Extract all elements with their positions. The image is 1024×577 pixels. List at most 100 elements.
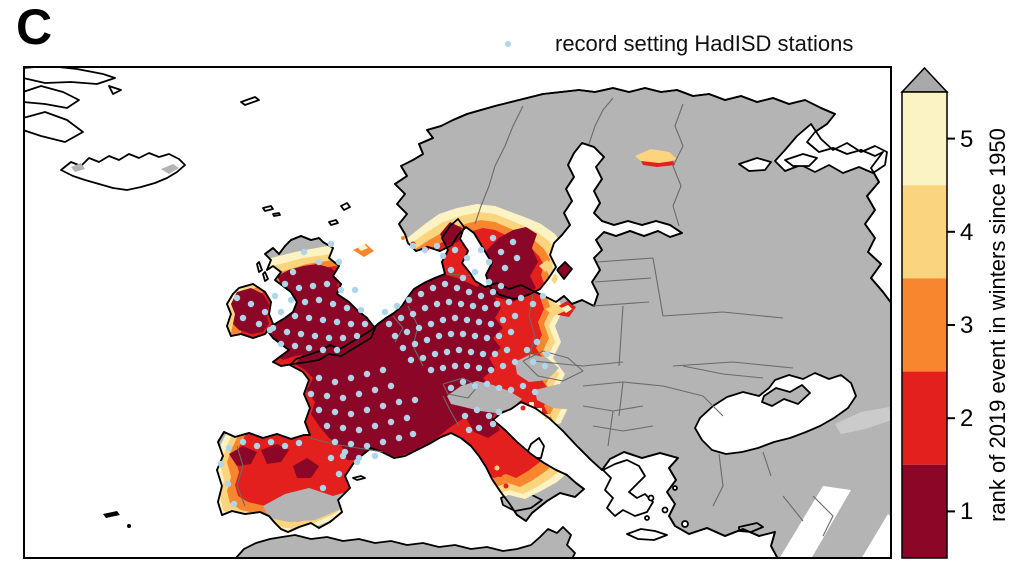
station-dot — [421, 304, 429, 312]
station-dot — [495, 332, 503, 340]
colorbar-tick-labels: 5 4 3 2 1 — [960, 126, 973, 525]
station-dot — [217, 460, 225, 468]
station-dot — [347, 320, 355, 328]
station-dot — [291, 342, 299, 350]
station-dot — [225, 444, 233, 452]
station-dot — [319, 316, 327, 324]
station-dot — [267, 438, 275, 446]
station-dot — [301, 298, 309, 306]
station-dot — [333, 318, 341, 326]
station-dot — [475, 424, 483, 432]
station-dot — [371, 386, 379, 394]
station-dot — [224, 480, 232, 488]
station-dot — [315, 406, 323, 414]
station-dot — [281, 280, 289, 288]
station-dot — [261, 308, 269, 316]
station-dot — [503, 346, 511, 354]
jan-mayen — [240, 96, 260, 106]
station-dot — [469, 302, 477, 310]
iceland-data-patch — [71, 163, 179, 174]
station-dot — [339, 334, 347, 342]
station-dot — [300, 248, 308, 256]
station-dot — [473, 406, 481, 414]
black-sea — [694, 372, 857, 455]
station-dot — [277, 308, 285, 316]
station-dot — [371, 452, 379, 460]
station-dot — [266, 326, 274, 334]
station-dot — [489, 234, 497, 242]
station-dot — [323, 422, 331, 430]
station-dot — [463, 362, 471, 370]
station-dot — [471, 268, 479, 276]
station-dot — [333, 346, 341, 354]
station-dot — [439, 364, 447, 372]
station-dot — [485, 258, 493, 266]
station-dot — [281, 442, 289, 450]
north-africa — [234, 526, 576, 559]
station-dot — [387, 418, 395, 426]
station-dot — [393, 302, 401, 310]
station-dot — [339, 394, 347, 402]
map-frame — [23, 66, 892, 559]
station-dot — [435, 332, 443, 340]
station-dot — [297, 330, 305, 338]
station-dot — [331, 378, 339, 386]
station-dot — [507, 386, 515, 394]
station-dot — [363, 406, 371, 414]
station-dot — [347, 374, 355, 382]
station-dot — [331, 438, 339, 446]
colorbar-seg-2 — [902, 371, 947, 465]
station-dot — [481, 304, 489, 312]
station-dot — [531, 388, 539, 396]
crete — [626, 528, 668, 541]
station-dot — [487, 320, 495, 328]
station-dot — [323, 392, 331, 400]
lake-ladoga — [738, 157, 772, 172]
panel-label: C — [16, 0, 53, 55]
station-dot — [451, 362, 459, 370]
colorbar-seg-4 — [902, 185, 947, 279]
shetland-orkney — [328, 202, 351, 226]
station-dot — [443, 348, 451, 356]
station-dot — [329, 300, 337, 308]
station-dot — [441, 280, 449, 288]
station-dot — [353, 458, 361, 466]
station-dot — [355, 426, 363, 434]
azores-madeira — [103, 511, 120, 518]
station-dot — [379, 438, 387, 446]
station-dot — [423, 336, 431, 344]
station-dot — [309, 282, 317, 290]
colorbar-seg-1 — [902, 464, 947, 558]
station-dot — [397, 314, 405, 322]
greenland-coast — [23, 66, 122, 143]
station-dot — [495, 384, 503, 392]
legend-label: record setting HadISD stations — [555, 31, 854, 56]
station-dot — [305, 344, 313, 352]
station-dot — [477, 246, 485, 254]
station-dot — [361, 320, 369, 328]
station-dot — [291, 312, 299, 320]
station-dot — [471, 382, 479, 390]
station-dot — [399, 344, 407, 352]
station-dot — [337, 286, 345, 294]
station-dot — [543, 350, 551, 358]
station-dot — [295, 284, 303, 292]
station-dot — [461, 412, 469, 420]
station-dot — [415, 324, 423, 332]
station-dot — [353, 332, 361, 340]
station-dot — [427, 320, 435, 328]
station-dot — [407, 356, 415, 364]
station-dot — [445, 298, 453, 306]
station-dot — [433, 300, 441, 308]
station-dot — [327, 454, 335, 462]
station-dot — [507, 328, 515, 336]
station-dot — [529, 300, 537, 308]
domain-edge-band — [779, 486, 851, 559]
station-dot — [447, 266, 455, 274]
station-dot — [533, 338, 541, 346]
station-dot — [505, 298, 513, 306]
svg-text:5: 5 — [960, 126, 973, 153]
station-dot — [459, 274, 467, 282]
station-dot — [271, 292, 279, 300]
station-dot — [239, 438, 247, 446]
